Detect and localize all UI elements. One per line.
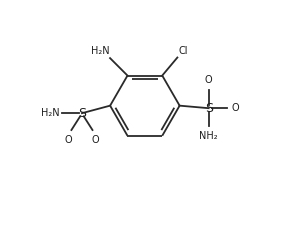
Text: S: S: [205, 102, 213, 115]
Text: H₂N: H₂N: [41, 108, 60, 118]
Text: H₂N: H₂N: [91, 46, 109, 56]
Text: O: O: [231, 103, 239, 113]
Text: Cl: Cl: [179, 46, 188, 56]
Text: O: O: [65, 135, 72, 146]
Text: NH₂: NH₂: [199, 131, 218, 141]
Text: O: O: [92, 135, 99, 146]
Text: S: S: [78, 107, 86, 120]
Text: O: O: [205, 75, 213, 85]
